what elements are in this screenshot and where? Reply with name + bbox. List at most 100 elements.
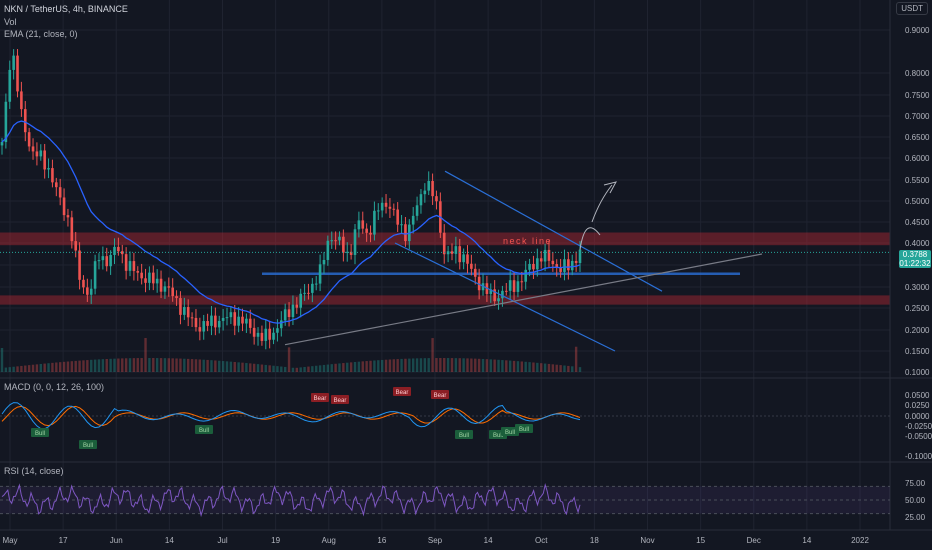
volume-bar [74,360,77,372]
rsi-axis-label: 25.00 [905,513,926,522]
candle-body [357,220,361,230]
candle-body [493,289,496,302]
candle-body [190,317,194,319]
volume-bar [136,358,139,372]
candle-body [532,263,535,270]
candle-body [501,290,504,299]
volume-bar [179,358,182,372]
macd-signal-label: Bear [314,396,327,402]
volume-bar [419,358,423,372]
volume-bar [163,358,167,372]
candle-body [539,258,543,262]
time-axis-label: Dec [747,536,761,545]
volume-bar [194,359,198,372]
candle-body [210,315,213,326]
volume-bar [117,358,120,372]
candle-body [353,229,357,255]
volume-bar [512,360,516,372]
candle-body [43,150,46,170]
candle-body [113,246,116,255]
volume-bar [47,363,50,372]
volume-bar [524,361,527,372]
volume-bar [470,358,473,372]
candle-body [260,332,264,341]
candle-body [299,293,302,308]
volume-bar [540,363,543,372]
candle-body [82,279,85,288]
volume-bar [97,359,101,372]
volume-bar [128,358,132,372]
candle-body [194,317,198,328]
volume-bar [190,359,194,372]
candle-body [167,286,171,288]
volume-bar [408,358,411,372]
volume-bar [520,361,524,372]
price-axis-label: 0.4500 [905,218,930,227]
projection-curl [579,227,601,251]
candle-body [12,55,15,70]
candle-body [124,254,128,271]
volume-bar [210,360,213,372]
candle-body [86,287,89,295]
rsi-label: RSI (14, close) [4,466,64,476]
candle-body [384,202,388,207]
volume-bar [175,358,178,372]
candle-body [470,263,473,269]
volume-bar [466,358,469,372]
volume-bar [380,359,384,372]
volume-bar [16,366,19,372]
candle-body [268,328,271,340]
volume-bar [361,361,364,372]
candle-body [361,220,365,229]
macd-signal-label: Bull [505,430,515,436]
candle-body [508,280,512,291]
volume-bar [307,366,310,372]
volume-bar [241,362,244,372]
volume-bar [423,358,427,372]
volume-bar [318,365,322,372]
volume-bar [349,362,353,372]
volume-bar [536,362,539,372]
volume-bar [322,364,326,372]
volume-bar [155,358,159,372]
volume-bar [272,365,275,372]
volume-bar [342,363,345,372]
volume-bar [124,358,128,372]
candle-body [20,91,23,110]
candle-body [175,296,178,299]
price-axis-label: 0.2000 [905,326,930,335]
candle-body [338,236,341,241]
support-zone [0,295,890,305]
candle-body [311,283,314,293]
price-axis-label: 0.3000 [905,283,930,292]
volume-bar [268,365,271,372]
candle-body [477,276,481,291]
macd-axis-label: -0.1000 [905,452,932,461]
volume-bar [39,363,42,372]
symbol-title: NKN / TetherUS, 4h, BINANCE [4,4,128,14]
candle-body [55,182,58,188]
macd-signal-label: Bear [334,398,347,404]
time-axis-label: 14 [484,536,493,545]
candle-body [489,289,493,294]
volume-bar [493,359,496,372]
volume-bar [326,364,330,372]
volume-bar [330,364,333,372]
volume-bar [58,362,62,372]
rising-support-line [284,253,763,346]
volume-bar [276,366,279,372]
volume-bar [400,358,403,372]
macd-signal-label: Bull [459,433,469,439]
candle-body [221,317,225,321]
currency-badge[interactable]: USDT [896,2,928,15]
candle-body [4,101,8,143]
volume-bar [563,365,566,372]
channel-upper-line [444,170,663,292]
candle-body [400,224,403,226]
candle-body [241,316,244,324]
time-axis-label: 16 [377,536,386,545]
volume-bars [0,338,582,372]
candle-body [536,258,539,270]
candle-body [171,287,174,297]
